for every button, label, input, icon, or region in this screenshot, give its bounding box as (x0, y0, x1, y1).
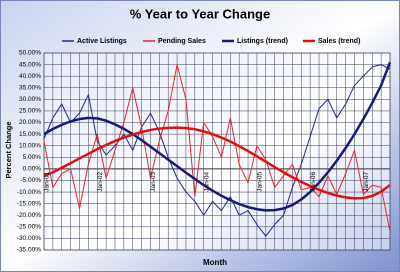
y-tick-label: 10.00% (19, 142, 41, 149)
chart-title: % Year to Year Change (130, 6, 270, 21)
plot-area (43, 52, 391, 251)
y-tick-label: 20.00% (19, 119, 41, 126)
series-line (43, 64, 391, 232)
y-tick-label: 15.00% (19, 131, 41, 138)
legend-label: Pending Sales (158, 38, 206, 45)
y-tick-label: 0.00% (23, 166, 42, 173)
legend-label: Sales (trend) (318, 38, 360, 45)
y-tick-label: 40.00% (19, 73, 41, 80)
y-tick-label: 50.00% (19, 50, 41, 57)
y-tick-label: 45.00% (19, 61, 41, 68)
legend-label: Listings (trend) (237, 38, 288, 45)
y-tick-label: -10.00% (17, 189, 41, 196)
y-tick-label: 30.00% (19, 96, 41, 103)
y-tick-label: -15.00% (17, 200, 41, 207)
y-tick-label: -30.00% (17, 235, 41, 242)
x-tick-label: Jan-03 (150, 171, 157, 191)
y-tick-label: 5.00% (23, 154, 42, 161)
legend: Active Listings Pending Sales Listings (tr… (62, 38, 360, 45)
x-tick-label: Jan-06 (310, 171, 317, 191)
series-line (43, 126, 391, 200)
series-lines (43, 61, 392, 237)
y-tick-label: -25.00% (17, 224, 41, 231)
legend-label: Active Listings (77, 38, 127, 45)
y-tick-label: -35.00% (17, 247, 41, 254)
y-tick-label: 25.00% (19, 108, 41, 115)
y-axis-label: Percent Change (4, 121, 13, 178)
x-tick-label: Jan-07 (363, 171, 370, 191)
y-tick-label: -20.00% (17, 212, 41, 219)
y-tick-label: 35.00% (19, 84, 41, 91)
x-tick-label: Jan-04 (203, 171, 210, 191)
x-tick-label: Jan-02 (97, 171, 104, 191)
x-tick-label: Jan-05 (257, 171, 264, 191)
series-line (43, 61, 392, 212)
y-tick-label: -5.00% (20, 177, 41, 184)
x-tick-label: Jan-01 (44, 171, 51, 191)
x-axis-label: Month (203, 258, 227, 267)
